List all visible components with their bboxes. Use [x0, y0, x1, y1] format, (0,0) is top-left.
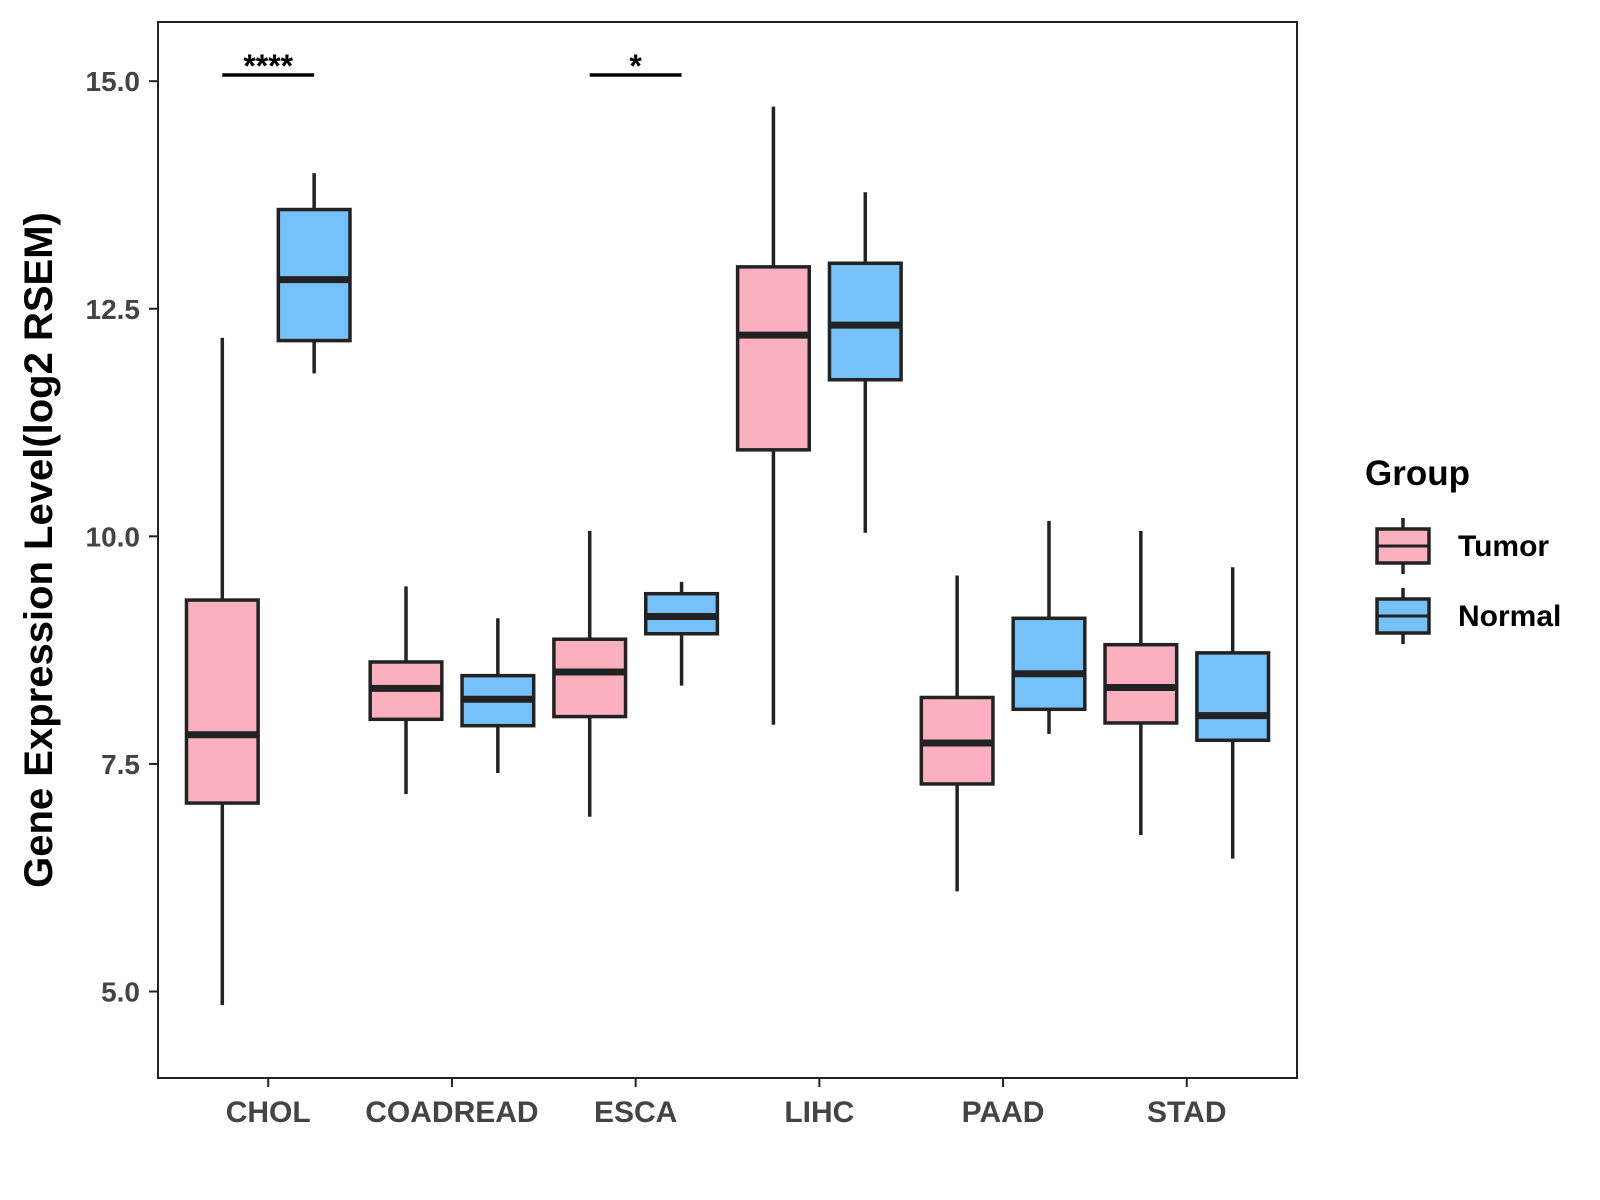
legend-label: Tumor	[1458, 530, 1549, 563]
y-axis-title: Gene Expression Level(log2 RSEM)	[17, 212, 61, 888]
box-normal-coadread	[460, 618, 536, 774]
significance-label: *	[629, 48, 642, 84]
box-iqr	[184, 598, 260, 805]
box-normal-esca	[643, 581, 720, 686]
box-normal-stad	[1195, 567, 1271, 859]
box-tumor-paad	[919, 575, 995, 892]
x-tick-label: COADREAD	[365, 1096, 538, 1129]
box-normal-paad	[1011, 520, 1087, 734]
plot-panel	[157, 21, 1298, 1079]
y-tick-label: 15.0	[86, 66, 141, 97]
legend-item-normal: Normal	[1375, 588, 1561, 644]
legend-title: Group	[1365, 454, 1470, 493]
box-normal-chol	[276, 173, 352, 374]
box-tumor-stad	[1103, 530, 1179, 835]
y-tick-label: 7.5	[101, 749, 140, 780]
box-tumor-chol	[184, 337, 260, 1006]
legend: Group Tumor Normal	[1365, 454, 1561, 644]
box-iqr	[1103, 642, 1179, 725]
boxes	[184, 106, 1271, 1006]
box-tumor-lihc	[735, 106, 812, 725]
x-tick-label: ESCA	[594, 1096, 677, 1129]
box-tumor-esca	[552, 530, 628, 817]
x-axis: CHOL COADREAD ESCA LIHC PAAD STAD	[226, 1078, 1227, 1129]
box-iqr	[276, 207, 352, 343]
y-tick-label: 12.5	[86, 294, 141, 325]
x-tick-label: LIHC	[784, 1096, 854, 1129]
box-iqr	[552, 637, 628, 719]
box-iqr	[1195, 651, 1271, 743]
box-tumor-coadread	[368, 586, 444, 794]
significance-annotations: **** *	[222, 48, 682, 84]
box-normal-lihc	[827, 192, 903, 533]
legend-label: Normal	[1458, 600, 1561, 633]
y-axis: 5.0 7.5 10.0 12.5 15.0	[86, 66, 158, 1008]
box-iqr	[735, 265, 812, 452]
y-tick-label: 10.0	[86, 521, 141, 552]
box-iqr	[1011, 616, 1087, 712]
x-tick-label: CHOL	[226, 1096, 311, 1129]
y-tick-label: 5.0	[101, 977, 140, 1008]
x-tick-label: STAD	[1147, 1096, 1226, 1129]
box-iqr	[827, 261, 903, 382]
legend-item-tumor: Tumor	[1375, 518, 1549, 574]
x-tick-label: PAAD	[962, 1096, 1045, 1129]
significance-label: ****	[243, 48, 293, 84]
